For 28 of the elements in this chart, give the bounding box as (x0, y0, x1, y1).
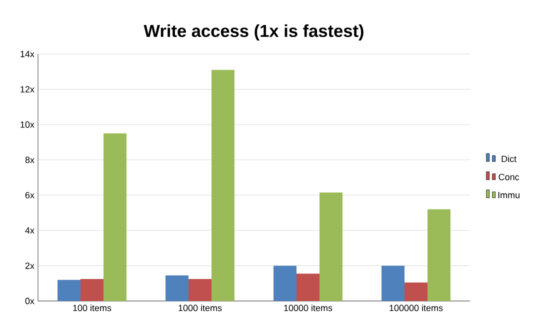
bar (104, 133, 127, 301)
bar (212, 70, 235, 301)
x-tick-label: 100 items (73, 304, 112, 312)
bar (274, 266, 296, 301)
y-tick-label: 4x (25, 227, 34, 234)
y-tick-label: 8x (25, 156, 34, 164)
legend-label: Conc (498, 174, 520, 180)
bar (296, 274, 320, 301)
y-tick-label: 12x (20, 86, 34, 92)
y-tick-label: 0x (25, 298, 34, 304)
y-tick-label: 6x (25, 192, 34, 198)
chart-title: Write access (1x is fastest) (144, 24, 364, 40)
x-tick-label: 1000 items (178, 304, 222, 312)
bar (58, 280, 81, 301)
bar (320, 192, 343, 301)
bar (382, 266, 404, 301)
x-tick-label: 10000 items (284, 304, 332, 312)
y-tick-label: 2x (25, 262, 34, 269)
bar (166, 275, 189, 301)
legend-label: Immu (498, 192, 520, 198)
bar (428, 209, 450, 301)
bar (188, 278, 212, 301)
bar (80, 278, 104, 301)
y-tick-label: 14x (20, 50, 34, 58)
legend-label: Dict (502, 156, 516, 162)
y-tick-label: 10x (20, 121, 34, 128)
bar (404, 282, 428, 301)
x-tick-label: 100000 items (390, 304, 443, 312)
